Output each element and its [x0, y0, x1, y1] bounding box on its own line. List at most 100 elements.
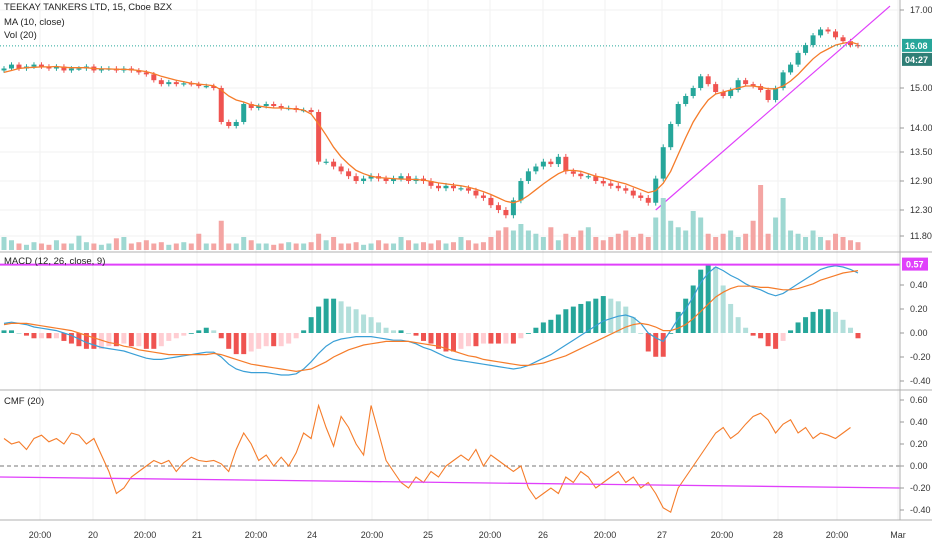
cmf-tick-label: 0.20 [910, 439, 928, 449]
candle-body [735, 80, 741, 90]
macd-histogram-bar [623, 306, 629, 333]
volume-bar [368, 243, 374, 250]
volume-bar [585, 227, 591, 250]
macd-histogram-bar [615, 301, 621, 333]
macd-histogram-bar [113, 333, 119, 347]
volume-bar [780, 198, 786, 250]
volume-bar [773, 217, 779, 250]
countdown-text: 04:27 [905, 55, 928, 65]
macd-histogram-bar [331, 298, 337, 333]
volume-bar [458, 237, 464, 250]
candle-body [316, 112, 322, 162]
volume-bar [398, 237, 404, 250]
volume-bar [38, 243, 44, 250]
macd-histogram-bar [241, 333, 247, 355]
candle-body [361, 178, 367, 181]
candle-body [713, 84, 719, 92]
macd-histogram-bar [218, 333, 224, 339]
macd-tick-label: 0.00 [910, 328, 928, 338]
macd-histogram-bar [743, 327, 749, 333]
candle-body [211, 86, 217, 88]
volume-bar [196, 233, 202, 250]
macd-histogram-bar [376, 322, 382, 333]
candle-body [593, 176, 599, 181]
cmf-legend: CMF (20) [4, 396, 45, 407]
ma-line [3, 41, 859, 204]
macd-histogram-bar [301, 330, 307, 333]
macd-histogram-bar [248, 333, 254, 352]
macd-histogram-bar [143, 333, 149, 349]
candle-body [683, 96, 689, 104]
volume-bar [203, 243, 209, 250]
macd-histogram-bar [758, 333, 764, 339]
candle-body [338, 166, 344, 172]
volume-bar [8, 240, 14, 250]
volume-bar [555, 240, 561, 250]
macd-histogram-bar [818, 309, 824, 333]
macd-histogram-bar [421, 333, 427, 341]
volume-bar [503, 227, 509, 250]
volume-bar [46, 244, 52, 250]
candle-body [353, 176, 359, 181]
volume-bar [735, 237, 741, 250]
volume-bar [428, 243, 434, 250]
volume-bar [271, 244, 277, 250]
candle-body [346, 171, 352, 177]
time-tick-label: 20:00 [711, 530, 734, 540]
volume-pane [1, 185, 861, 250]
macd-histogram-bar [8, 330, 14, 333]
macd-histogram-bar [166, 333, 172, 341]
volume-bar [53, 240, 59, 250]
macd-histogram-bar [810, 311, 816, 333]
volume-bar [376, 240, 382, 250]
volume-bar [98, 244, 104, 250]
volume-bar [630, 237, 636, 250]
volume-bar [218, 220, 224, 250]
grid-lines [0, 0, 900, 520]
price-tick-label: 12.30 [910, 205, 932, 215]
macd-histogram-bar [720, 285, 726, 333]
time-tick-label: 25 [423, 530, 433, 540]
volume-bar [61, 243, 67, 250]
macd-histogram-bar [361, 314, 367, 333]
volume-bar [226, 243, 232, 250]
volume-bar [128, 243, 134, 250]
candle-body [720, 92, 726, 96]
volume-bar [825, 240, 831, 250]
macd-histogram-bar [765, 333, 771, 347]
macd-histogram-bar [226, 333, 232, 349]
cmf-trendline [0, 476, 901, 489]
candle-body [728, 90, 734, 96]
candle-body [323, 161, 329, 163]
candle-body [668, 124, 674, 148]
countdown-badge [902, 52, 932, 66]
candle-body [398, 176, 404, 179]
volume-legend: Vol (20) [4, 30, 37, 41]
volume-bar [788, 230, 794, 250]
macd-histogram-bar [391, 330, 397, 333]
volume-bar [728, 230, 734, 250]
macd-histogram-bar [833, 311, 839, 333]
macd-histogram-bar [136, 333, 142, 347]
volume-bar [158, 242, 164, 250]
volume-bar [113, 238, 119, 250]
volume-bar [765, 233, 771, 250]
time-tick-label: 20:00 [594, 530, 617, 540]
candle-body [833, 31, 839, 38]
macd-histogram-bar [158, 333, 164, 347]
macd-histogram-bar [690, 285, 696, 333]
volume-bar [638, 233, 644, 250]
volume-bar [810, 230, 816, 250]
candle-body [458, 188, 464, 190]
macd-tick-label: 0.40 [910, 280, 928, 290]
volume-bar [450, 242, 456, 250]
candle-body [675, 104, 681, 124]
volume-bar [518, 224, 524, 250]
candle-body [196, 84, 202, 87]
candle-body [825, 29, 831, 32]
candle-body [585, 176, 591, 178]
macd-histogram-bar [308, 317, 314, 333]
candle-body [578, 173, 584, 177]
volume-bar [391, 243, 397, 250]
